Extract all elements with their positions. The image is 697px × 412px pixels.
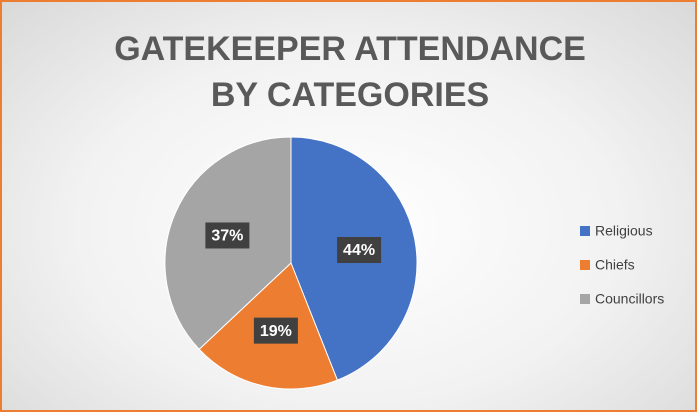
data-label: 44% — [343, 242, 375, 259]
legend-label: Chiefs — [595, 257, 635, 273]
legend-label: Religious — [595, 223, 653, 239]
legend-swatch — [580, 226, 590, 236]
data-label-box — [205, 222, 250, 249]
data-label: 19% — [260, 323, 292, 340]
legend-label: Councillors — [595, 291, 664, 307]
data-label-box — [253, 317, 298, 344]
chart-title: GATEKEEPER ATTENDANCE BY CATEGORIES — [114, 30, 586, 114]
data-label-box — [337, 237, 382, 264]
data-label: 37% — [211, 228, 243, 245]
legend-swatch — [580, 294, 590, 304]
legend-swatch — [580, 260, 590, 270]
